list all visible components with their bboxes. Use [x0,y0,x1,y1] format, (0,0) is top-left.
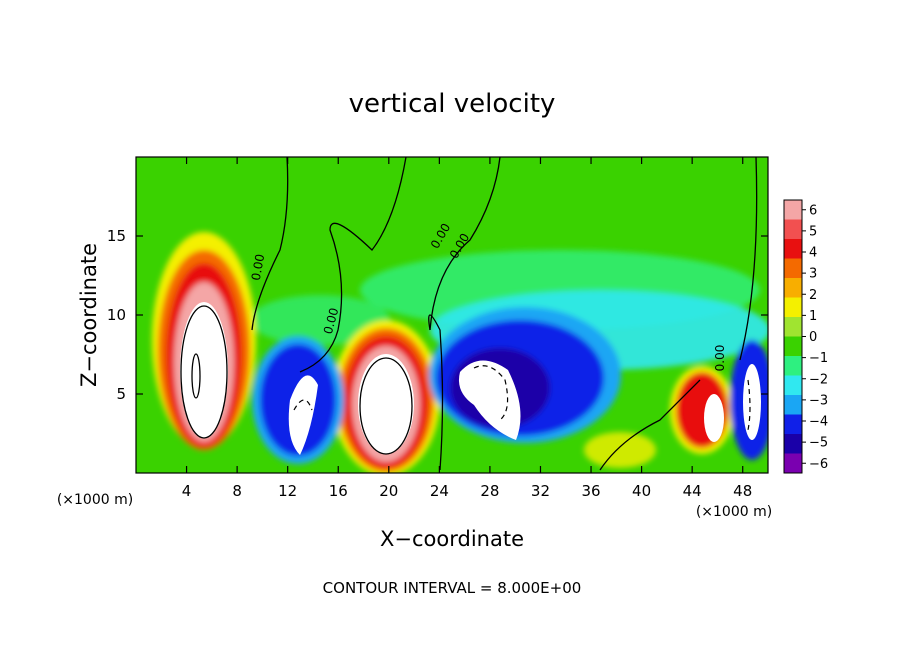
x-tick-label: 40 [632,482,651,500]
x-tick-label: 24 [430,482,449,500]
colorbar-tick-label: 2 [809,288,817,303]
y-axis: 5 10 15 [107,227,768,403]
contour-interval-note: CONTOUR INTERVAL = 8.000E+00 [323,579,582,597]
negative-contour [293,399,313,411]
colorbar-tick-label: −3 [809,393,828,408]
contour-label: 0.00 [249,253,267,282]
colorbar: 6 5 4 3 2 1 0 −1 −2 −3 −4 −5 −6 [783,199,828,474]
chart-title: vertical velocity [349,89,556,119]
contour-line [191,353,201,399]
x-axis-label: X−coordinate [380,527,524,551]
updraft-left-core [180,302,228,438]
colorbar-swatch [784,258,802,278]
negative-contour [473,365,509,421]
colorbar-swatch [784,375,802,395]
y-tick-label: 5 [116,385,126,403]
x-tick-label: 44 [683,482,702,500]
zero-contour [599,379,701,471]
colorbar-swatch [784,219,802,239]
x-tick-label: 28 [480,482,499,500]
colorbar-tick-label: −2 [809,372,828,387]
downdraft-right-core [743,364,761,440]
contour-line [180,305,228,439]
x-unit-left: (×1000 m) [57,492,133,508]
colorbar-tick-label: −1 [809,351,828,366]
colorbar-tick-label: 1 [809,309,817,324]
colorbar-swatch [784,414,802,434]
colorbar-swatch [784,239,802,259]
y-axis-label: Z−coordinate [77,243,101,387]
downdraft-left-core [288,375,318,455]
y-tick-label: 15 [107,227,126,245]
colorbar-tick-label: 5 [809,224,817,239]
x-tick-label: 20 [379,482,398,500]
updraft-right-core [704,394,724,442]
colorbar-swatch [784,200,802,220]
x-tick-label: 36 [581,482,600,500]
x-tick-label: 12 [278,482,297,500]
colorbar-swatch [784,395,802,415]
colorbar-swatch [784,278,802,298]
colorbar-tick-label: −4 [809,415,828,430]
colorbar-tick-label: 6 [809,203,817,218]
y-tick-label: 10 [107,306,126,324]
x-unit-right: (×1000 m) [696,504,772,520]
contour-label: 0.00 [713,345,727,372]
x-tick-label: 4 [182,482,192,500]
colorbar-swatch [784,317,802,337]
updraft-center-core [358,354,414,454]
x-tick-label: 16 [329,482,348,500]
zero-contour [428,314,444,471]
field-patch [584,432,656,468]
negative-contour [747,379,751,431]
colorbar-swatch [784,453,802,473]
colorbar-tick-label: 3 [809,267,817,282]
colorbar-swatch [784,356,802,376]
x-tick-label: 32 [531,482,550,500]
zero-contour [429,157,501,331]
colorbar-tick-label: 4 [809,246,817,261]
colorbar-tick-label: −6 [809,457,828,472]
velocity-field [136,157,768,473]
x-tick-label: 8 [232,482,242,500]
colorbar-tick-label: −5 [809,436,828,451]
x-axis: 4 8 12 16 20 24 28 32 36 40 44 48 [182,157,752,500]
colorbar-swatch [784,336,802,356]
zero-contour [739,157,758,361]
contour-line [359,357,413,455]
field-patch [250,295,390,345]
contour-label: 0.00 [321,306,341,335]
colorbar-tick-label: 0 [809,330,817,345]
colorbar-swatch [784,434,802,454]
x-tick-label: 48 [733,482,752,500]
zero-contour [251,157,289,331]
zero-contour [299,157,407,373]
colorbar-swatch [784,297,802,317]
